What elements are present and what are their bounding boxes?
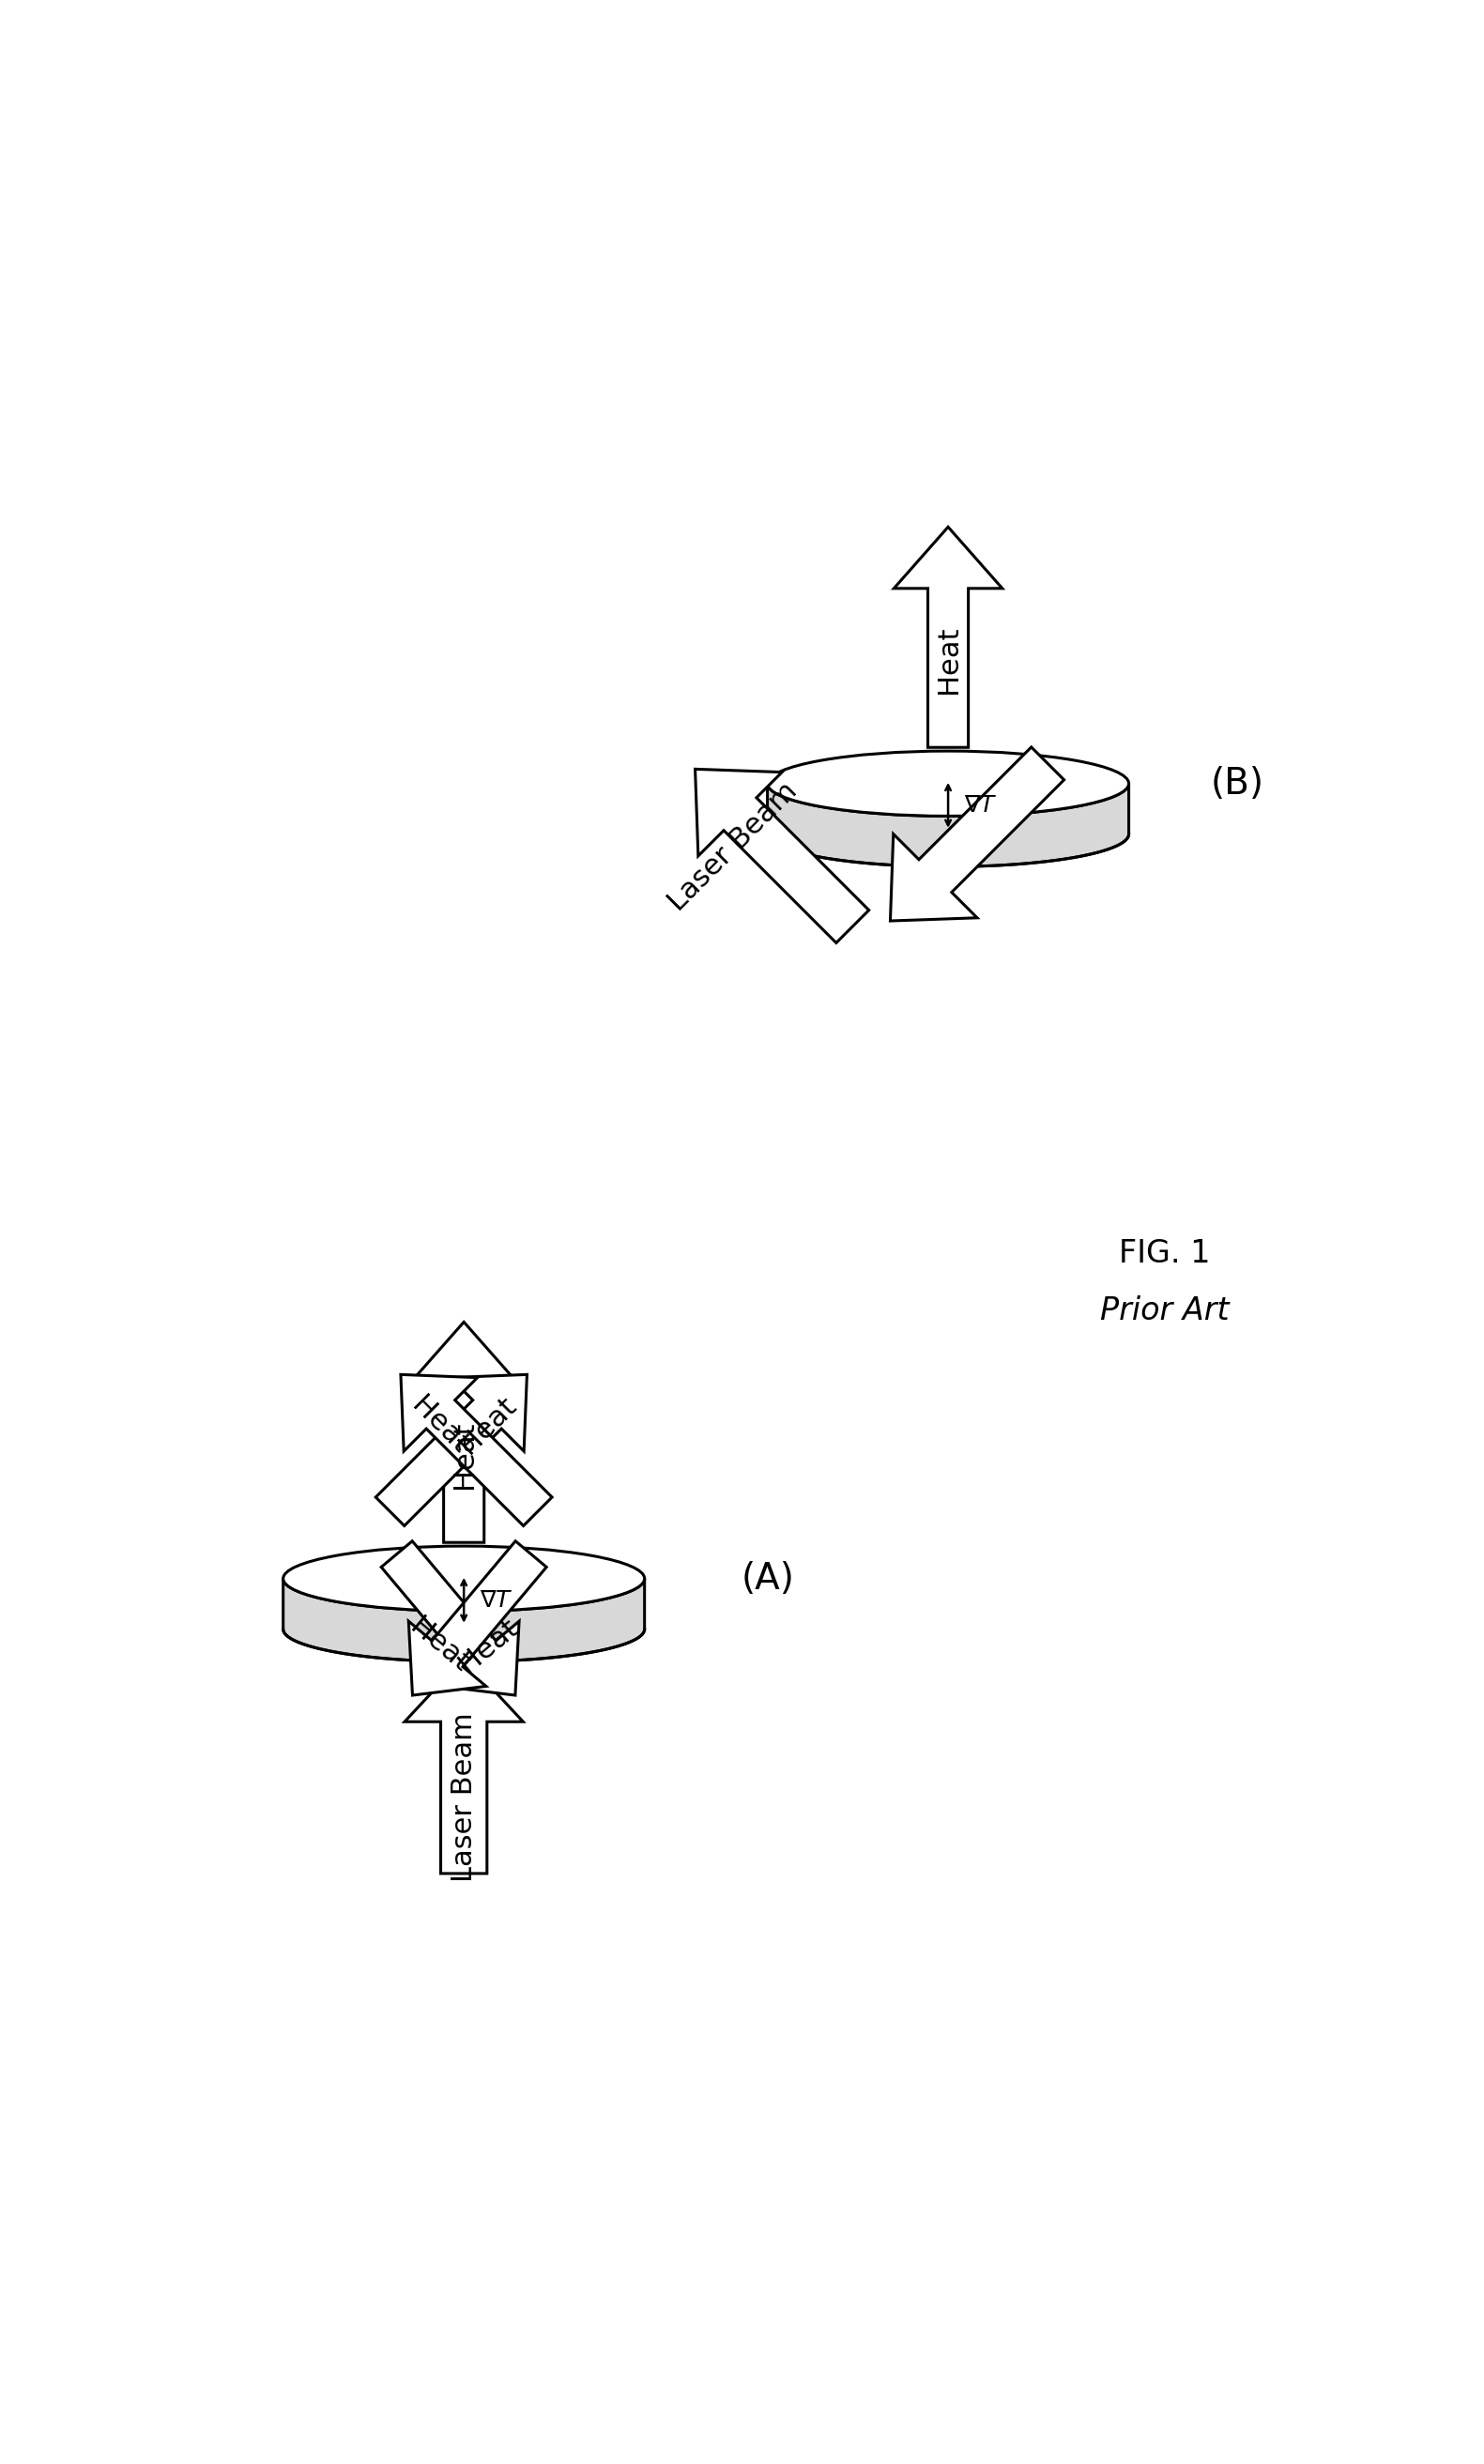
Text: Laser Beam: Laser Beam bbox=[450, 1712, 478, 1882]
Text: Heat: Heat bbox=[450, 1422, 478, 1488]
Polygon shape bbox=[408, 1540, 546, 1695]
Ellipse shape bbox=[283, 1545, 644, 1611]
Text: Heat: Heat bbox=[405, 1614, 475, 1678]
Text: (A): (A) bbox=[741, 1560, 794, 1597]
Polygon shape bbox=[283, 1579, 644, 1661]
Text: Heat: Heat bbox=[407, 1392, 473, 1459]
Polygon shape bbox=[890, 747, 1064, 922]
Ellipse shape bbox=[767, 752, 1129, 816]
Text: FIG. 1: FIG. 1 bbox=[1119, 1237, 1211, 1269]
Text: Heat: Heat bbox=[935, 626, 962, 695]
Polygon shape bbox=[695, 769, 870, 944]
Text: Heat: Heat bbox=[453, 1614, 522, 1678]
Text: Prior Art: Prior Art bbox=[1100, 1296, 1230, 1326]
Text: Heat: Heat bbox=[454, 1392, 522, 1459]
Polygon shape bbox=[767, 784, 1129, 867]
Polygon shape bbox=[405, 1658, 524, 1873]
Text: $\nabla T$: $\nabla T$ bbox=[479, 1589, 513, 1611]
Polygon shape bbox=[401, 1375, 552, 1525]
Text: $\nabla T$: $\nabla T$ bbox=[965, 793, 997, 816]
Text: Laser Beam: Laser Beam bbox=[663, 776, 803, 917]
Polygon shape bbox=[410, 1323, 518, 1542]
Polygon shape bbox=[381, 1540, 519, 1695]
Polygon shape bbox=[375, 1375, 527, 1525]
Text: (B): (B) bbox=[1211, 766, 1264, 801]
Polygon shape bbox=[893, 527, 1002, 747]
